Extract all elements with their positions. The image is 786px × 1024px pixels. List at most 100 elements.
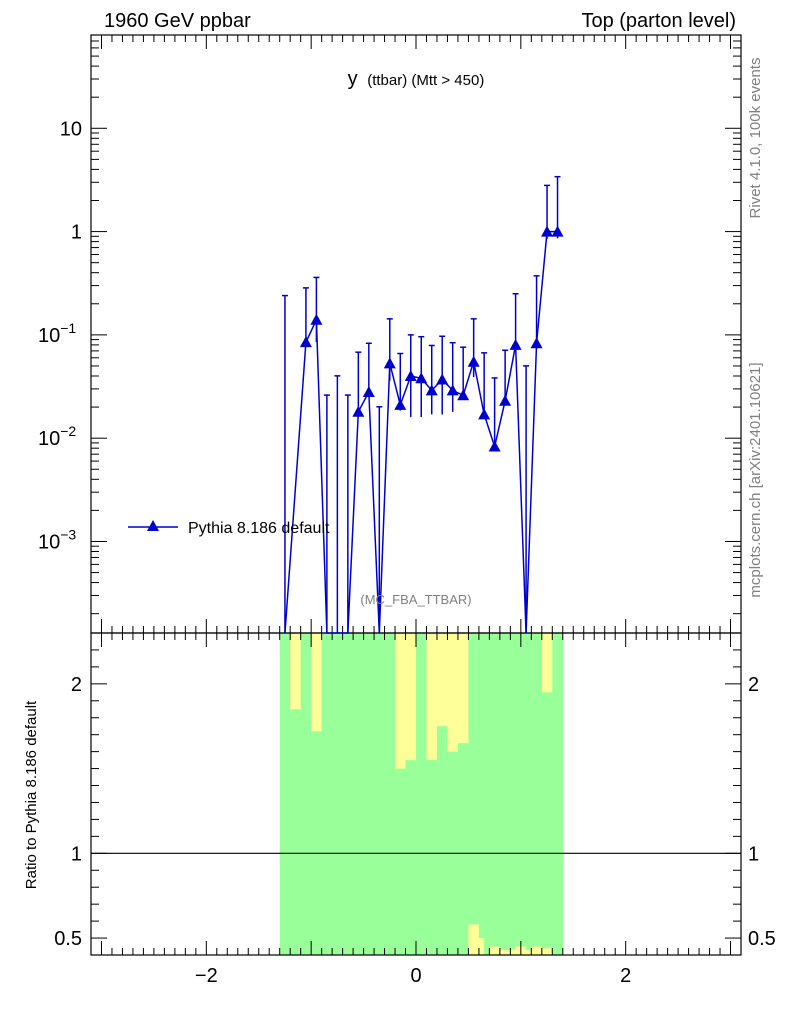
rivet-label: Rivet 4.1.0, 100k events	[747, 58, 764, 219]
band-yellow-low	[520, 949, 532, 955]
y-tick-base: 10	[38, 531, 60, 553]
plot-title-main: y	[348, 68, 358, 90]
ratio-y-tick-label: 2	[71, 674, 82, 696]
data-point	[509, 338, 522, 350]
band-green-bin	[457, 709, 469, 955]
ratio-axes: 0.5 0.5 1 1 2 2 −2 0 2	[54, 632, 776, 987]
band-green-bin	[374, 633, 386, 955]
data-point	[446, 384, 459, 396]
ratio-y-tick-label-right: 2	[748, 674, 759, 696]
band-yellow-bin	[290, 633, 302, 710]
y-tick-label: 1	[71, 222, 82, 244]
data-point	[362, 385, 375, 397]
data-point	[415, 372, 428, 384]
main-frame	[90, 34, 742, 634]
y-tick-base: 10	[38, 325, 60, 347]
y-tick-exp: −1	[60, 320, 76, 336]
band-green-bin	[321, 633, 333, 955]
y-tick-label: 10−1	[38, 320, 76, 347]
x-tick-label: 0	[410, 965, 421, 987]
ratio-y-tick-label: 1	[71, 843, 82, 865]
header-left: 1960 GeV ppbar	[104, 10, 251, 32]
data-point	[530, 337, 543, 349]
data-point	[436, 373, 449, 385]
data-point	[394, 398, 407, 410]
data-point	[404, 369, 417, 381]
band-green-bin	[541, 633, 553, 955]
band-green-bin	[552, 633, 564, 955]
data-point	[299, 336, 312, 348]
y-tick-base: 10	[38, 428, 60, 450]
legend: Pythia 8.186 default	[128, 520, 330, 537]
band-yellow-low	[473, 938, 485, 955]
band-green-bin	[489, 633, 501, 955]
band-yellow-low	[541, 948, 553, 955]
band-green-bin	[311, 709, 323, 955]
band-yellow-bin	[447, 633, 459, 752]
data-point	[551, 225, 564, 237]
series-line	[284, 230, 558, 634]
band-yellow-bin	[541, 633, 553, 693]
data-point	[425, 384, 438, 396]
legend-marker	[147, 520, 159, 531]
band-yellow-low	[531, 946, 542, 955]
band-green-bin	[363, 633, 375, 955]
y-tick-base: 10	[60, 118, 82, 140]
band-yellow-low	[489, 946, 500, 955]
data-point	[310, 313, 323, 325]
analysis-annotation: (MC_FBA_TTBAR)	[360, 592, 471, 607]
data-point	[383, 357, 396, 369]
legend-label: Pythia 8.186 default	[188, 520, 330, 537]
band-yellow-bin	[311, 633, 323, 732]
band-yellow-low	[499, 949, 511, 955]
mcplots-label: mcplots.cern.ch [arXiv:2401.10621]	[747, 362, 764, 597]
band-green-bin	[478, 633, 490, 955]
band-yellow-bin	[405, 633, 417, 761]
band-green-bin	[426, 726, 438, 955]
band-green-bin	[353, 633, 365, 955]
band-green-bin	[416, 633, 427, 955]
band-yellow-bin	[436, 633, 448, 727]
y-tick-base: 1	[71, 222, 82, 244]
band-green-bin	[436, 700, 448, 955]
x-tick-label: 2	[620, 965, 631, 987]
band-green-bin	[499, 633, 511, 955]
data-point	[467, 355, 480, 367]
band-green-bin	[405, 731, 417, 955]
band-green-bin	[531, 633, 543, 955]
band-yellow-bin	[395, 633, 407, 769]
ratio-ylabel: Ratio to Pythia 8.186 default	[23, 700, 40, 889]
ratio-y-tick-label: 0.5	[54, 928, 82, 950]
plot-title: y (ttbar) (Mtt > 450)	[348, 68, 485, 90]
band-yellow-bin	[426, 633, 438, 761]
series-pythia	[281, 175, 564, 634]
band-green-bin	[384, 633, 396, 955]
header-right: Top (parton level)	[581, 10, 736, 32]
band-green-bin	[447, 726, 459, 955]
band-yellow-low	[510, 949, 521, 955]
band-green-bin	[342, 633, 354, 955]
data-point	[457, 389, 470, 401]
ratio-y-tick-label-right: 0.5	[748, 928, 776, 950]
y-tick-label: 10−3	[38, 526, 76, 553]
ratio-bands	[279, 633, 564, 955]
data-point	[499, 394, 512, 406]
data-point	[488, 440, 501, 452]
band-green-bin	[468, 633, 480, 955]
band-green-bin	[332, 633, 344, 955]
y-tick-exp: −3	[60, 526, 76, 542]
band-green-bin	[520, 633, 532, 955]
data-point	[478, 408, 491, 420]
y-tick-label: 10	[60, 118, 82, 140]
data-point	[541, 225, 554, 237]
data-point	[352, 405, 365, 417]
y-tick-label: 10−2	[38, 423, 76, 450]
band-green-bin	[510, 633, 522, 955]
x-tick-label: −2	[195, 965, 218, 987]
band-green-bin	[279, 633, 291, 955]
band-yellow-low	[468, 924, 479, 955]
band-green-bin	[290, 683, 302, 955]
band-green-bin	[300, 633, 312, 955]
band-yellow-bin	[457, 633, 469, 744]
